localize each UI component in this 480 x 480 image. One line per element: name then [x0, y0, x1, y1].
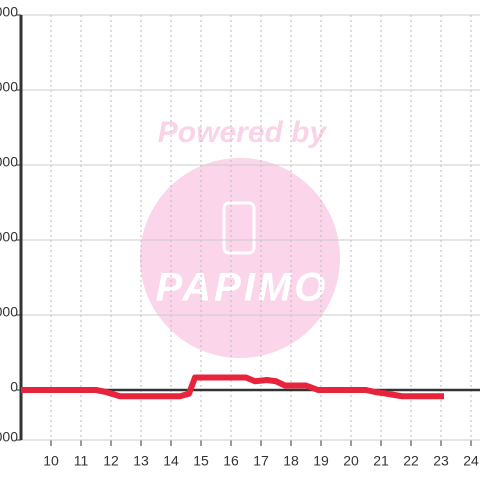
x-tick-label: 15: [193, 453, 209, 469]
x-tick-label: 21: [373, 453, 389, 469]
x-tick-label: 20: [343, 453, 359, 469]
watermark-logo: PAPIMO: [156, 266, 329, 310]
x-tick-label: 14: [163, 453, 179, 469]
y-tick-label: 120,000: [0, 79, 18, 95]
y-tick-label: 150,000: [0, 4, 18, 20]
y-tick-label: 0: [10, 379, 18, 395]
x-tick-label: 16: [223, 453, 239, 469]
y-tick-label: 60,000: [0, 229, 18, 245]
data-line: [21, 374, 444, 400]
x-tick-label: 23: [433, 453, 449, 469]
x-tick-label: 10: [43, 453, 59, 469]
x-tick-label: 17: [253, 453, 269, 469]
watermark-circle: [140, 158, 340, 358]
x-tick-label: 19: [313, 453, 329, 469]
y-tick-label: -20,000: [0, 429, 18, 445]
x-tick-label: 13: [133, 453, 149, 469]
x-tick-label: 12: [103, 453, 119, 469]
y-tick-label: 30,000: [0, 304, 18, 320]
watermark-phone: [222, 201, 256, 255]
x-tick-label: 18: [283, 453, 299, 469]
x-tick-label: 22: [403, 453, 419, 469]
x-tick-label: 11: [74, 453, 89, 469]
watermark-text: Powered by: [158, 116, 328, 149]
y-tick-label: 90,000: [0, 154, 18, 170]
x-tick-label: 24: [463, 453, 479, 469]
